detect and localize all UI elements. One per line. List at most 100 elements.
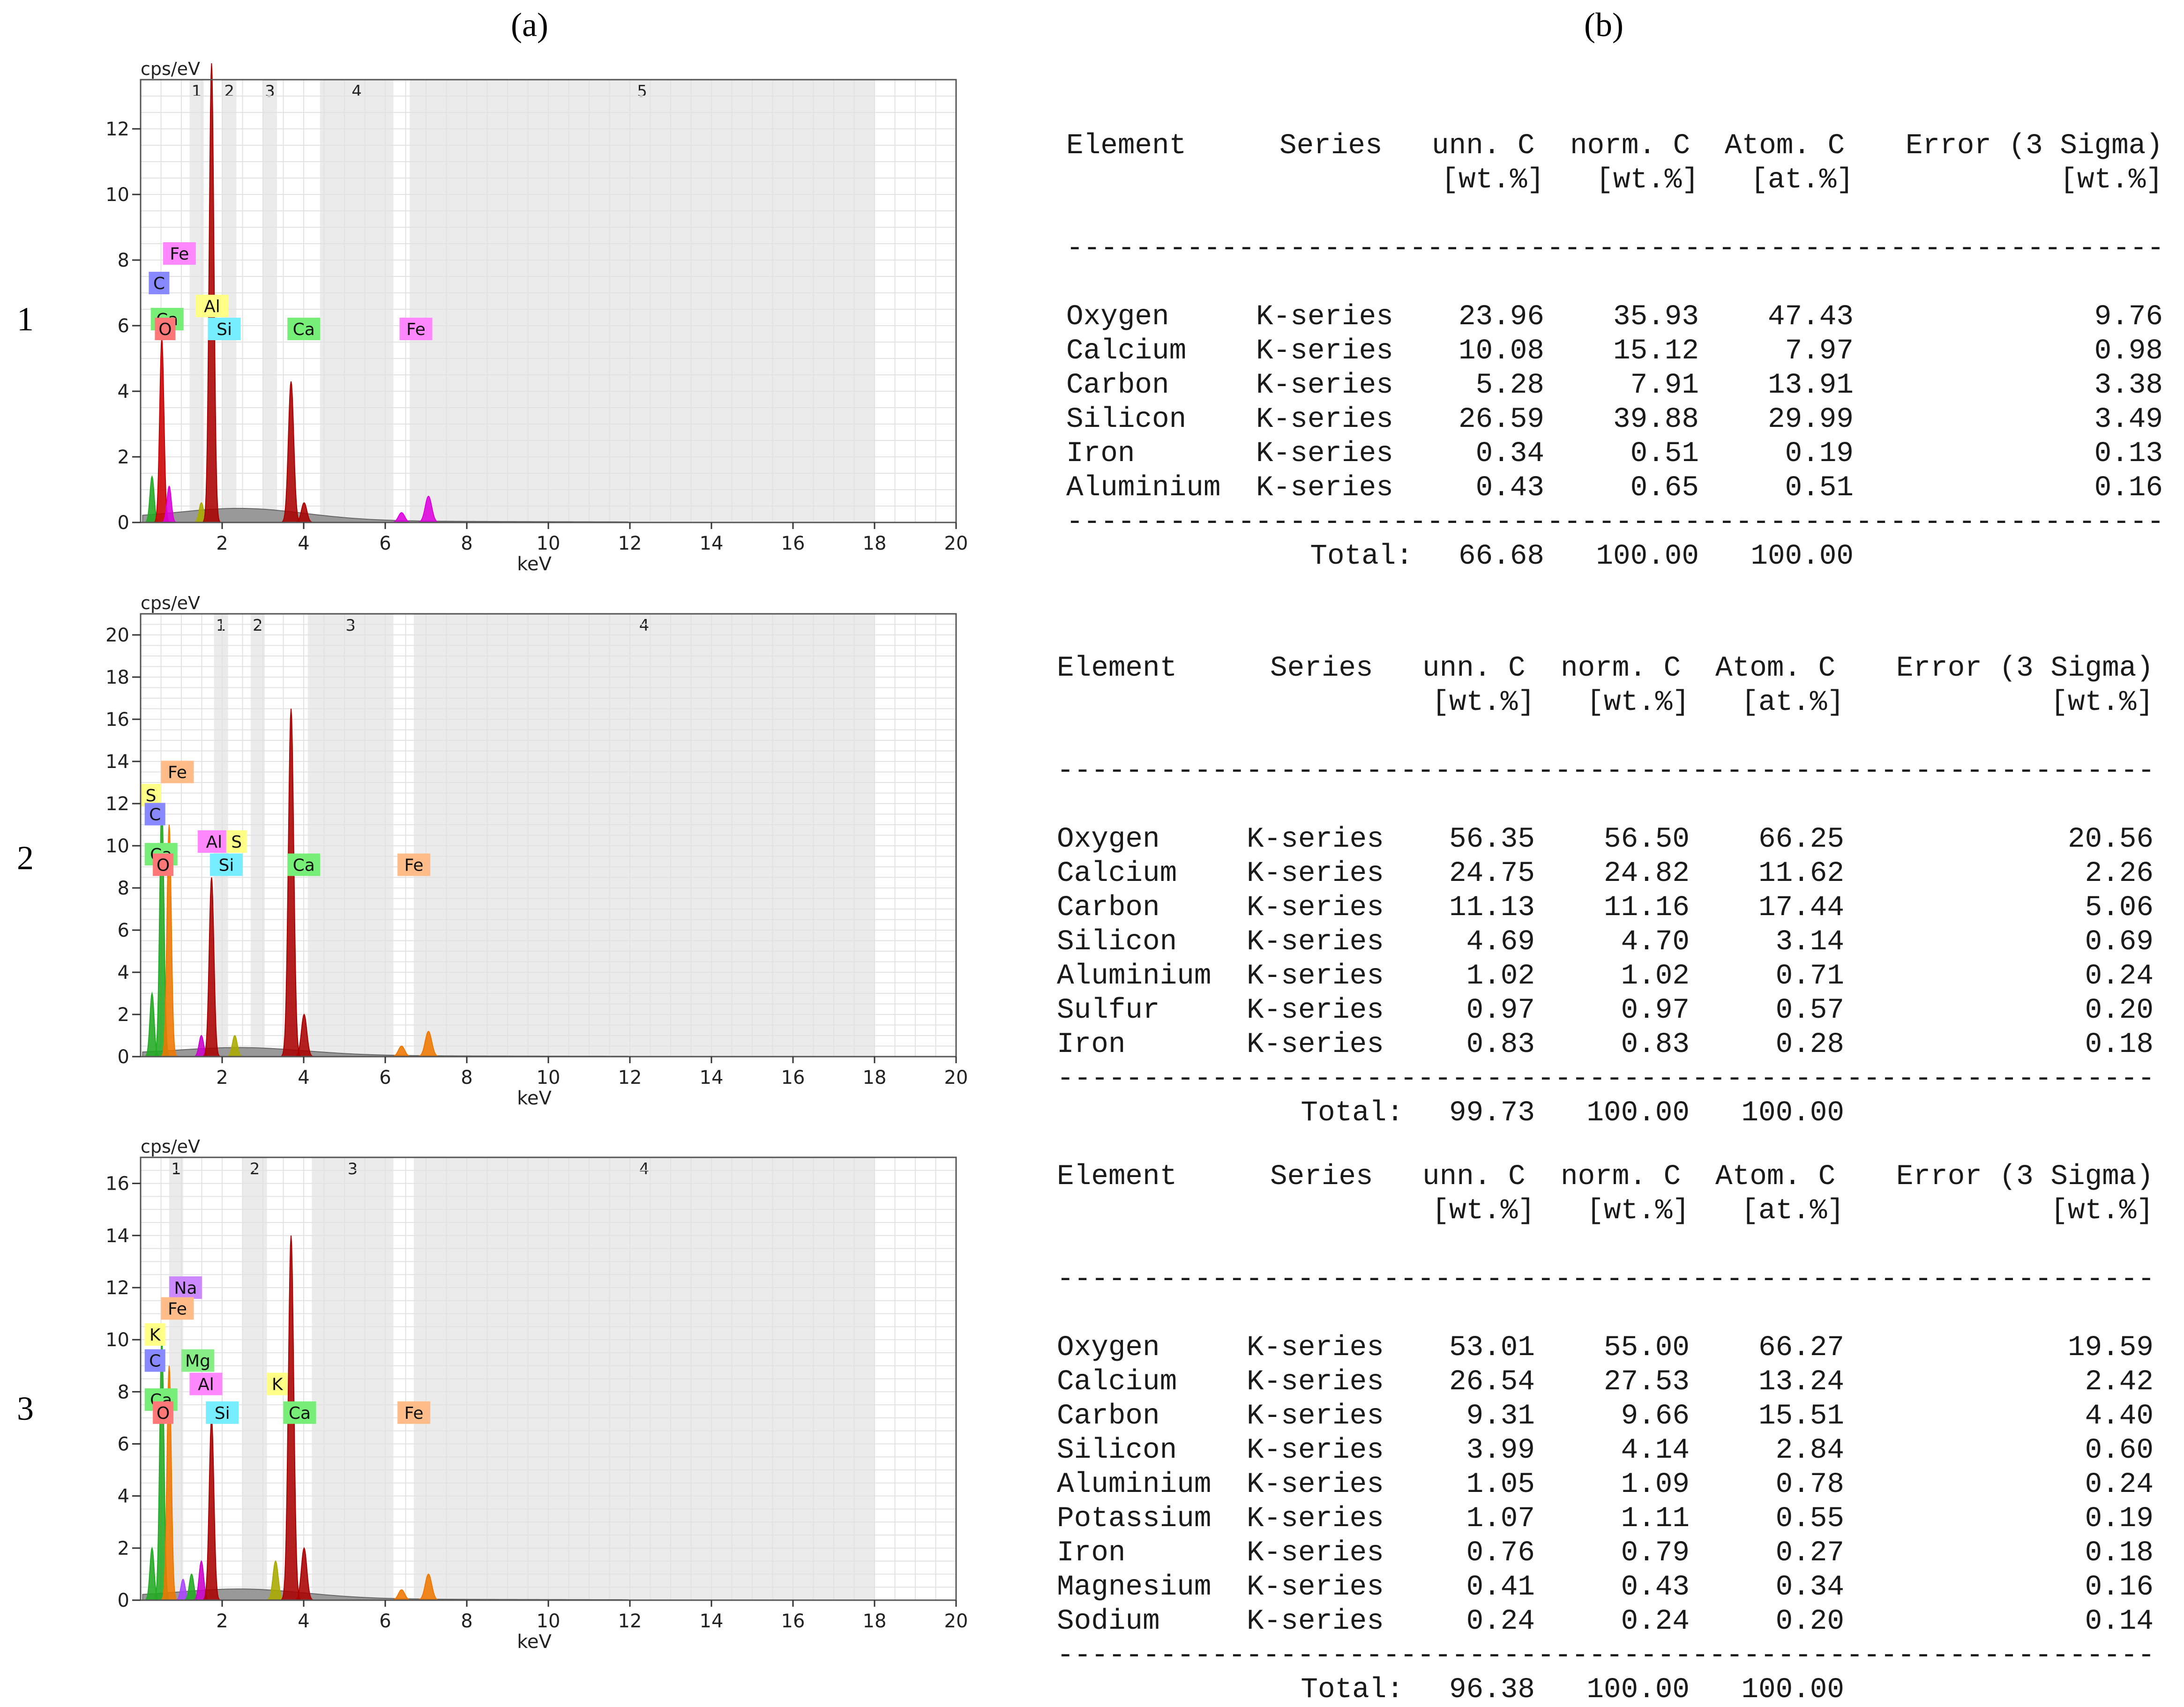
gridlines — [140, 1157, 957, 1601]
table-cell: 0.83 — [1466, 1029, 1535, 1061]
spectrum-chart-1: 12345FeCAlCaOSiCaFe024681012246810121416… — [105, 59, 968, 575]
table-cell: 15.51 — [1758, 1400, 1844, 1432]
table-cell: 0.55 — [1775, 1503, 1844, 1535]
table-cell: 10.08 — [1458, 335, 1544, 367]
table-cell: 0.43 — [1475, 472, 1544, 504]
x-tick-label: 10 — [537, 1067, 561, 1088]
table-row: Magnesium K-series 0.41 0.43 0.34 0.16 — [1057, 1570, 2182, 1604]
table-cell: 13.24 — [1758, 1366, 1844, 1398]
table-cell: 0.20 — [2085, 994, 2154, 1027]
table-cell: Carbon — [1057, 892, 1160, 924]
table-row: Calcium K-series 24.75 24.82 11.62 2.26 — [1057, 857, 2182, 891]
table-cell: 9.66 — [1621, 1400, 1690, 1432]
y-tick-label: 16 — [105, 1173, 129, 1195]
table-cell: Total: — [1301, 1097, 1404, 1129]
x-tick-label: 18 — [863, 1067, 887, 1088]
table-cell: Error (3 Sigma) — [1896, 652, 2154, 685]
y-tick-label: 2 — [118, 1538, 129, 1559]
x-tick-label: 8 — [461, 533, 472, 554]
table-cell: [at.%] — [1741, 1195, 1844, 1227]
x-tick-label: 4 — [298, 1067, 309, 1088]
y-tick-label: 10 — [105, 184, 129, 206]
region-label: 4 — [639, 1160, 650, 1178]
table-cell: 7.97 — [1785, 335, 1854, 367]
element-tag: K — [272, 1375, 284, 1394]
background-continuum — [142, 507, 630, 523]
element-tag-box — [195, 295, 229, 317]
panel-a-label: (a) — [511, 6, 548, 44]
table-cell: 0.18 — [2085, 1029, 2154, 1061]
table-cell: K-series — [1247, 1332, 1384, 1364]
table-cell: 4.69 — [1466, 926, 1535, 958]
table-cell: 11.16 — [1603, 892, 1690, 924]
table-row: Oxygen K-series 23.96 35.93 47.43 9.76 — [1066, 300, 2184, 334]
element-tag: O — [157, 1404, 170, 1423]
table-cell: K-series — [1256, 301, 1393, 333]
region-label: 2 — [253, 616, 263, 635]
element-tag-box — [181, 1349, 214, 1372]
gridlines — [140, 79, 957, 523]
table-cell: K-series — [1247, 1400, 1384, 1432]
element-tag: S — [231, 833, 242, 852]
table-cell: 0.20 — [1775, 1605, 1844, 1638]
table-cell: 66.68 — [1458, 540, 1544, 573]
table-cell: 0.24 — [2085, 960, 2154, 992]
table-cell: 100.00 — [1750, 540, 1854, 573]
table-cell: unn. C — [1432, 130, 1535, 162]
table-cell: 3.99 — [1466, 1434, 1535, 1467]
table-cell: K-series — [1247, 1029, 1384, 1061]
dash-rule: ----------------------------------------… — [1057, 1063, 2154, 1095]
x-tick-label: 2 — [216, 1610, 228, 1632]
region-label: 3 — [265, 82, 275, 101]
table-cell: 66.27 — [1758, 1332, 1844, 1364]
table-cell: K-series — [1247, 1605, 1384, 1638]
table-cell: K-series — [1256, 369, 1393, 402]
y-tick-label: 0 — [118, 1046, 129, 1068]
row-label-2: 2 — [17, 839, 34, 877]
element-tag: Fe — [404, 856, 424, 875]
table-row: Silicon K-series 3.99 4.14 2.84 0.60 — [1057, 1433, 2182, 1468]
peak-ca — [281, 381, 301, 523]
table-cell: 0.98 — [2094, 335, 2163, 367]
element-tag-box — [149, 272, 170, 294]
x-axis-label: keV — [517, 1088, 552, 1109]
table-cell: 1.05 — [1466, 1468, 1535, 1501]
table-cell: Iron — [1057, 1537, 1126, 1569]
table-cell: [at.%] — [1750, 164, 1854, 196]
table-cell: K-series — [1247, 857, 1384, 890]
table-cell: Series — [1270, 652, 1373, 685]
table-cell: 2.26 — [2085, 857, 2154, 890]
table-cell: 0.19 — [1785, 438, 1854, 470]
table-cell: unn. C — [1422, 1161, 1526, 1193]
region-label: 1 — [171, 1160, 181, 1178]
element-tag: Na — [174, 1279, 197, 1298]
element-tag-box — [267, 1372, 288, 1395]
element-tag-box — [226, 830, 247, 853]
table-cell: K-series — [1247, 1503, 1384, 1535]
x-tick-label: 12 — [618, 533, 642, 554]
y-tick-label: 6 — [118, 315, 129, 337]
element-tag-box — [144, 803, 165, 826]
table-cell: 66.25 — [1758, 823, 1844, 856]
table-cell: [wt.%] — [1432, 686, 1535, 719]
table-cell: Calcium — [1066, 335, 1187, 367]
table-spacer — [1057, 1228, 2182, 1262]
element-tag-box — [144, 1349, 165, 1372]
x-tick-label: 18 — [863, 1610, 887, 1632]
table-cell: 56.50 — [1603, 823, 1690, 856]
table-spacer — [1066, 197, 2184, 231]
region-label: 2 — [250, 1160, 260, 1178]
y-tick-label: 20 — [105, 625, 129, 646]
y-tick-label: 2 — [118, 447, 129, 468]
table-cell: 0.76 — [1466, 1537, 1535, 1569]
table-cell: K-series — [1247, 926, 1384, 958]
peak-s — [225, 1035, 244, 1057]
table-cell: 9.76 — [2094, 301, 2163, 333]
table-total-row: Total: 66.68 100.00 100.00 — [1066, 539, 2184, 574]
y-tick-label: 4 — [118, 962, 129, 984]
element-tag: Ca — [293, 320, 315, 339]
table-cell: 100.00 — [1586, 1097, 1690, 1129]
x-tick-label: 20 — [944, 1067, 968, 1088]
table-cell: [wt.%] — [2050, 1195, 2154, 1227]
table-cell: Iron — [1066, 438, 1135, 470]
